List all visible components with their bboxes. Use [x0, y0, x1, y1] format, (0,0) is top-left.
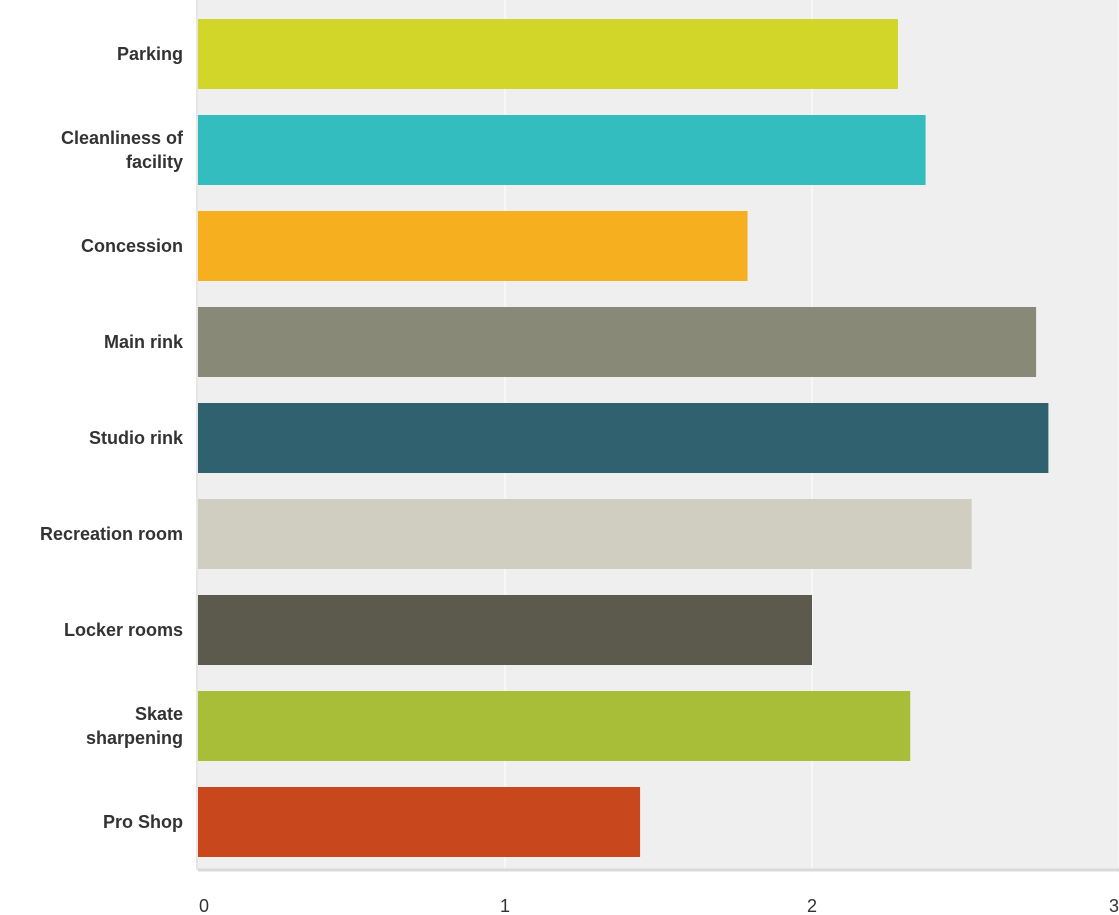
category-label: Studio rink	[89, 428, 184, 448]
x-tick-label: 2	[807, 896, 817, 915]
category-label: Pro Shop	[103, 812, 183, 832]
category-label: Parking	[117, 44, 183, 64]
bar	[198, 787, 641, 857]
category-label: Locker rooms	[64, 620, 183, 640]
x-tick-label: 0	[199, 896, 209, 915]
bar	[198, 307, 1037, 377]
category-label: Concession	[81, 236, 183, 256]
category-label: Recreation room	[40, 524, 183, 544]
x-tick-label: 3	[1109, 896, 1119, 915]
bar	[198, 211, 748, 281]
bar	[198, 595, 812, 665]
bars	[198, 19, 1049, 857]
bar	[198, 115, 926, 185]
category-label: Main rink	[104, 332, 184, 352]
category-label: Skate sharpening	[86, 704, 183, 748]
x-tick-label: 1	[500, 896, 510, 915]
bar	[198, 691, 911, 761]
bar	[198, 403, 1049, 473]
x-tick-labels: 0 1 2 3	[199, 896, 1119, 915]
bar	[198, 19, 898, 89]
category-label: Cleanliness of facility	[61, 128, 184, 172]
category-labels: Parking Cleanliness of facility Concession M…	[40, 44, 184, 832]
bar	[198, 499, 972, 569]
